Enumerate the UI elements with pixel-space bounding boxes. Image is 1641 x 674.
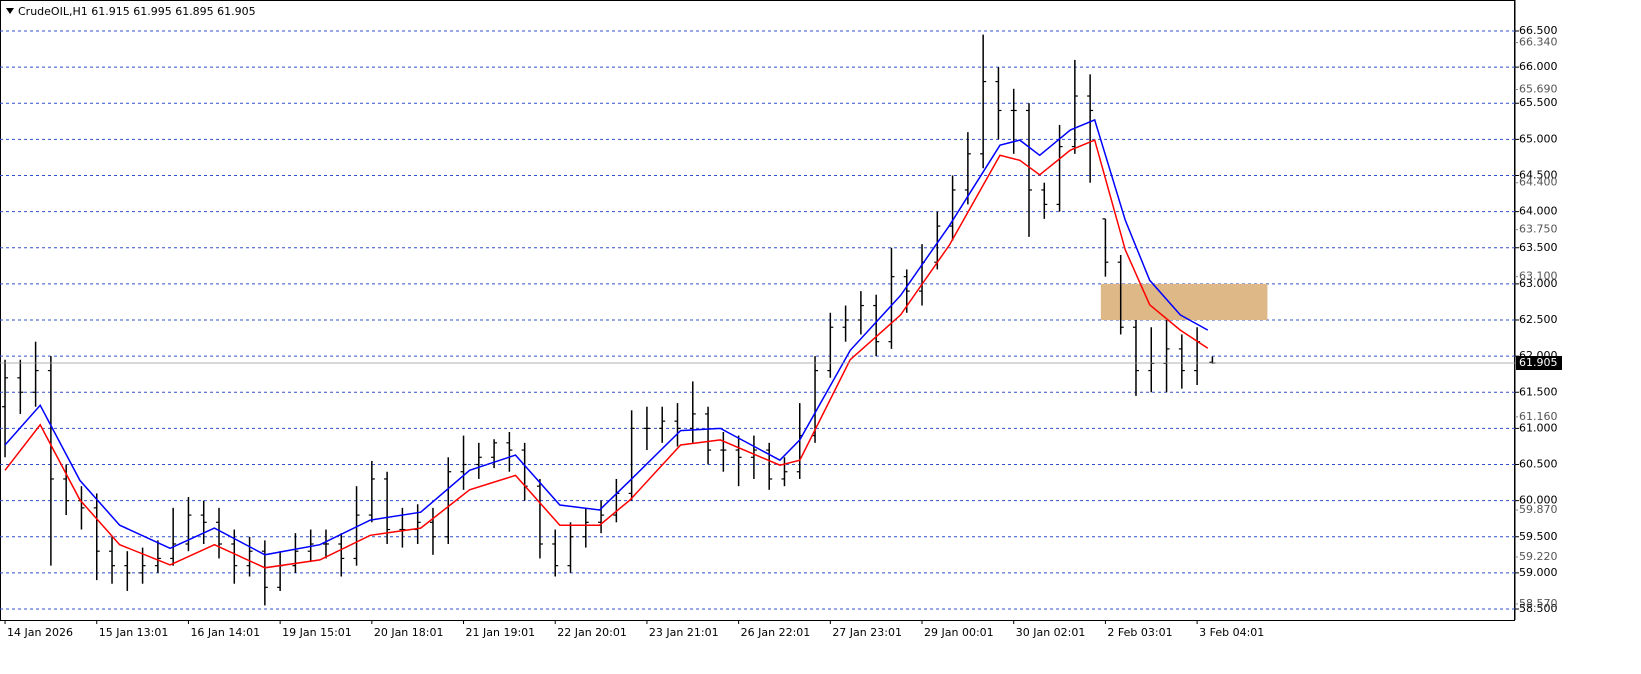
y-tick-label: 64.000 bbox=[1519, 205, 1558, 218]
y-scale-label: 63.750 bbox=[1519, 223, 1558, 236]
current-price-box bbox=[1516, 355, 1562, 370]
y-tick-label: 63.500 bbox=[1519, 241, 1558, 254]
y-tick-label: 60.500 bbox=[1519, 458, 1558, 471]
x-tick-label: 21 Jan 19:01 bbox=[466, 626, 536, 639]
y-tick-label: 62.500 bbox=[1519, 313, 1558, 326]
y-scale-label: 59.220 bbox=[1519, 550, 1558, 563]
x-tick-label: 15 Jan 13:01 bbox=[99, 626, 169, 639]
x-tick-label: 26 Jan 22:01 bbox=[741, 626, 811, 639]
y-tick-label: 58.500 bbox=[1519, 602, 1558, 615]
x-tick-label: 22 Jan 20:01 bbox=[557, 626, 627, 639]
y-scale-label: 61.160 bbox=[1519, 410, 1558, 423]
x-tick-label: 23 Jan 21:01 bbox=[649, 626, 719, 639]
x-tick-label: 20 Jan 18:01 bbox=[374, 626, 444, 639]
y-tick-label: 59.500 bbox=[1519, 530, 1558, 543]
y-tick-label: 60.000 bbox=[1519, 494, 1558, 507]
y-tick-label: 61.000 bbox=[1519, 421, 1558, 434]
x-tick-label: 2 Feb 03:01 bbox=[1107, 626, 1172, 639]
y-scale-label: 65.690 bbox=[1519, 83, 1558, 96]
y-tick-label: 61.500 bbox=[1519, 385, 1558, 398]
moving-average bbox=[4, 118, 1209, 556]
moving-average bbox=[4, 139, 1209, 569]
y-tick-label: 66.500 bbox=[1519, 24, 1558, 37]
y-tick-label: 63.000 bbox=[1519, 277, 1558, 290]
y-tick-label: 64.500 bbox=[1519, 169, 1558, 182]
y-tick-label: 65.000 bbox=[1519, 132, 1558, 145]
y-scale-label: 63.100 bbox=[1519, 270, 1558, 283]
x-tick-label: 27 Jan 23:01 bbox=[832, 626, 902, 639]
y-tick-label: 65.500 bbox=[1519, 96, 1558, 109]
x-tick-label: 14 Jan 2026 bbox=[7, 626, 73, 639]
x-tick-label: 3 Feb 04:01 bbox=[1199, 626, 1264, 639]
y-tick-label: 66.000 bbox=[1519, 60, 1558, 73]
x-tick-label: 29 Jan 00:01 bbox=[924, 626, 994, 639]
y-scale-label: 64.400 bbox=[1519, 176, 1558, 189]
menu-triangle bbox=[6, 8, 14, 14]
y-scale-label: 58.570 bbox=[1519, 597, 1558, 610]
x-tick-label: 30 Jan 02:01 bbox=[1016, 626, 1086, 639]
y-scale-label: 59.870 bbox=[1519, 503, 1558, 516]
chart-title: CrudeOIL,H1 61.915 61.995 61.895 61.905 bbox=[18, 5, 256, 18]
y-tick-label: 59.000 bbox=[1519, 566, 1558, 579]
current-price-label: 61.905 bbox=[1519, 356, 1558, 369]
plot-frame bbox=[0, 0, 1515, 621]
price-zone bbox=[1100, 283, 1268, 321]
x-tick-label: 16 Jan 14:01 bbox=[190, 626, 260, 639]
y-scale-label: 66.340 bbox=[1519, 36, 1558, 49]
x-tick-label: 19 Jan 15:01 bbox=[282, 626, 352, 639]
